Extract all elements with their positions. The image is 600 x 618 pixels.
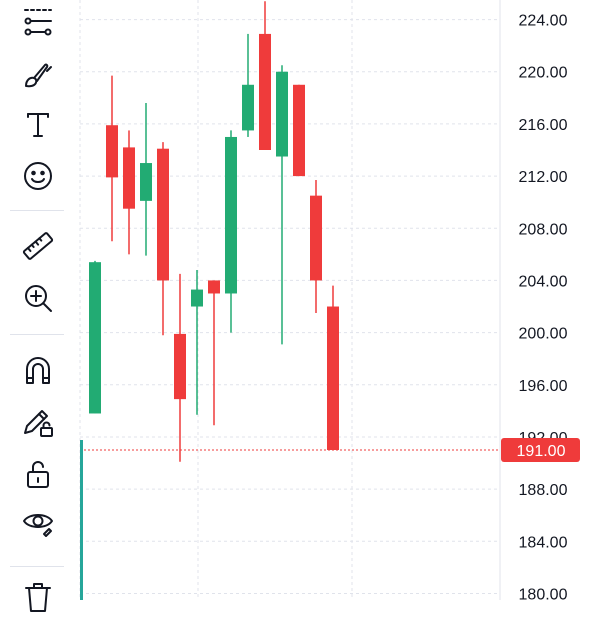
candle-down[interactable] xyxy=(208,280,220,426)
candlestick-chart[interactable]: 224.00 220.00 216.00 212.00 208.00 204.00 200.… xyxy=(0,0,600,600)
candle-body xyxy=(123,147,135,209)
last-price-label: 191.00 xyxy=(501,438,580,462)
price-tick-label: 220.00 xyxy=(519,65,568,82)
candle-up[interactable] xyxy=(89,260,101,414)
toolbar-divider xyxy=(10,210,64,211)
ruler-tool[interactable] xyxy=(14,224,62,268)
trend-line-tool[interactable] xyxy=(14,0,62,44)
candle-down[interactable] xyxy=(106,75,118,242)
lock-icon xyxy=(27,461,49,488)
emoji-tool[interactable] xyxy=(14,154,62,198)
candle-up[interactable] xyxy=(276,65,288,345)
drawing-toolbar xyxy=(0,0,83,612)
candle-down[interactable] xyxy=(123,130,135,255)
candle-body xyxy=(89,262,101,414)
zoom-in-icon xyxy=(25,285,52,312)
toolbar-divider xyxy=(10,566,64,567)
candle-body xyxy=(310,195,322,281)
candle-up[interactable] xyxy=(242,33,254,137)
ruler-icon xyxy=(22,232,54,260)
candle-down[interactable] xyxy=(293,84,305,177)
lock-tool[interactable] xyxy=(14,452,62,496)
candle-down[interactable] xyxy=(174,273,186,462)
magnet-icon xyxy=(26,357,50,384)
trash-tool[interactable] xyxy=(14,574,62,618)
price-tick-label: 180.00 xyxy=(519,586,568,600)
toolbar-active-indicator xyxy=(80,440,83,600)
trend-line-icon xyxy=(24,9,52,36)
price-tick-label: 188.00 xyxy=(519,482,568,499)
price-tick-label: 184.00 xyxy=(519,534,568,551)
price-tick-label: 200.00 xyxy=(519,326,568,343)
lock-drawing-tool[interactable] xyxy=(14,400,62,444)
candle-up[interactable] xyxy=(191,270,203,415)
last-price-badge xyxy=(501,438,580,462)
price-tick-label: 216.00 xyxy=(519,117,568,134)
lock-drawing-icon xyxy=(24,410,53,437)
candle-body xyxy=(140,163,152,201)
candle-down[interactable] xyxy=(310,180,322,314)
magnet-tool[interactable] xyxy=(14,348,62,392)
price-tick-label: 208.00 xyxy=(519,221,568,238)
candle-up[interactable] xyxy=(225,130,237,333)
toolbar-divider xyxy=(10,334,64,335)
candle-down[interactable] xyxy=(259,1,271,151)
candle-body xyxy=(174,333,186,400)
text-tool[interactable] xyxy=(14,102,62,146)
candle-body xyxy=(106,125,118,178)
candle-body xyxy=(327,306,339,450)
eye-icon xyxy=(23,514,53,537)
emoji-icon xyxy=(24,162,52,190)
candle-body xyxy=(191,289,203,307)
price-axis[interactable]: 224.00 220.00 216.00 212.00 208.00 204.00 200.… xyxy=(519,13,568,600)
last-price-text: 191.00 xyxy=(517,443,566,460)
brush-icon xyxy=(25,63,52,88)
eye-tool[interactable] xyxy=(14,500,62,544)
trash-icon xyxy=(25,583,51,612)
candle-down[interactable] xyxy=(327,285,339,450)
candle-body xyxy=(242,84,254,131)
candle-body xyxy=(293,84,305,177)
price-tick-label: 212.00 xyxy=(519,169,568,186)
candle-body xyxy=(208,280,220,294)
brush-tool[interactable] xyxy=(14,52,62,96)
candle-body xyxy=(259,33,271,151)
price-tick-label: 196.00 xyxy=(519,378,568,395)
candle-body xyxy=(225,136,237,294)
price-tick-label: 224.00 xyxy=(519,13,568,30)
text-icon xyxy=(27,113,49,137)
price-tick-label: 204.00 xyxy=(519,273,568,290)
candle-body xyxy=(157,148,169,281)
grid xyxy=(79,0,501,600)
zoom-in-tool[interactable] xyxy=(14,276,62,320)
candle-down[interactable] xyxy=(157,142,169,336)
candle-up[interactable] xyxy=(140,103,152,256)
candle-body xyxy=(276,71,288,157)
candles[interactable] xyxy=(89,1,339,462)
